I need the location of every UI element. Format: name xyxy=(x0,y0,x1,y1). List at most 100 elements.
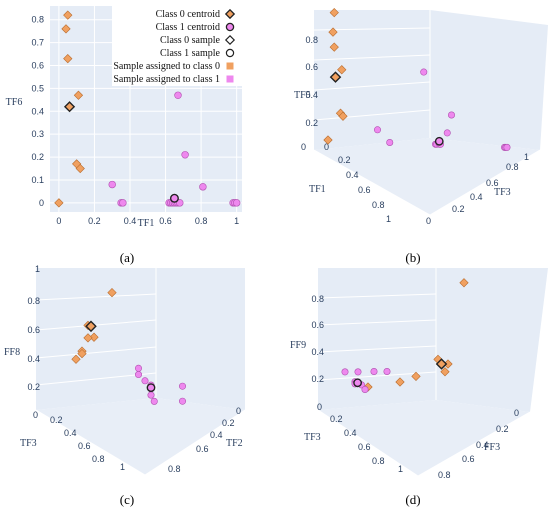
panel-b-ztick: 0.6 xyxy=(305,62,318,72)
class1-sample-point xyxy=(370,367,378,375)
panel-d-xtick: 0.4 xyxy=(476,440,489,450)
panel-c-xtick: 0.8 xyxy=(168,464,181,474)
class0-sample-point xyxy=(63,10,73,20)
legend-entry-label: Class 1 centroid xyxy=(156,22,220,33)
class0-sample-point xyxy=(61,24,71,34)
panel-b-ytick: 0 xyxy=(426,216,431,226)
class1-sample-point xyxy=(373,126,381,134)
class1-centroid-point xyxy=(146,383,156,392)
panel-a-ytick: 0 xyxy=(39,198,44,208)
class1-sample-point xyxy=(199,183,207,191)
panel-c-zlabel: FF8 xyxy=(4,347,20,358)
class1-sample-point xyxy=(135,371,143,379)
class1-sample-point xyxy=(503,143,511,151)
panel-a-xtick: 0.6 xyxy=(159,216,172,226)
panel-d-label: (d) xyxy=(405,492,420,507)
panel-d-xlabel: FF3 xyxy=(484,442,500,453)
panel-b-xtick: 0.4 xyxy=(346,170,359,180)
class0-sample-point xyxy=(395,377,405,387)
class0-sample-point xyxy=(440,367,450,377)
class0-sample-point xyxy=(63,54,73,64)
panel-c-sidewall xyxy=(156,268,245,410)
panel-d-xtick: 0 xyxy=(514,408,519,418)
panel-b-xtick: 0 xyxy=(324,142,329,152)
panel-d-ylabel: TF3 xyxy=(304,432,321,443)
class1-sample-point xyxy=(141,377,149,385)
panel-c-ytick: 1 xyxy=(120,462,125,472)
legend-class1-centroid-symbol xyxy=(225,22,235,32)
panel-a-xtick: 0 xyxy=(56,216,61,226)
panel-b-zlabel: TF5 xyxy=(294,90,311,101)
panel-c-ztick: 1 xyxy=(35,264,40,274)
panel-a-ytick: 0.8 xyxy=(31,15,44,25)
panel-b-xtick: 0.2 xyxy=(338,155,351,165)
panel-c: 0 0.2 0.4 0.6 0.8 1 0.2 0.4 0.6 0.8 1 0.… xyxy=(4,264,246,507)
class1-sample-point xyxy=(108,180,116,189)
class0-sample-point xyxy=(329,42,339,52)
class1-centroid-point xyxy=(434,136,444,146)
class1-sample-point xyxy=(383,367,391,375)
class0-sample-point xyxy=(75,163,85,174)
class1-sample-point xyxy=(361,385,369,393)
panel-a-ylabel: TF6 xyxy=(6,97,23,108)
legend: Class 0 centroid Class 1 centroid Class 0 … xyxy=(112,6,242,86)
class1-sample-point xyxy=(386,139,394,147)
panel-d: 0 0.2 0.4 0.6 0.8 0.2 0.4 0.6 0.8 1 0.8 … xyxy=(290,268,548,507)
panel-d-xtick: 0.8 xyxy=(438,470,451,480)
panel-d-ytick: 1 xyxy=(398,464,403,474)
class0-sample-point xyxy=(89,332,99,342)
panel-b-ytick: 0.8 xyxy=(506,162,519,172)
panel-a-xtick: 0.8 xyxy=(195,216,208,226)
legend-entry-label: Class 1 sample xyxy=(160,48,221,59)
class0-sample-point xyxy=(54,198,64,208)
class0-sample-point xyxy=(323,135,333,145)
class1-sample-point xyxy=(354,368,362,376)
panel-c-xtick: 0.4 xyxy=(210,430,223,440)
panel-d-xtick: 0.2 xyxy=(496,424,509,434)
class0-centroid-point xyxy=(85,320,97,333)
panel-c-ztick: 0.4 xyxy=(27,354,40,364)
panel-a-ytick: 0.3 xyxy=(31,129,44,139)
panel-c-label: (c) xyxy=(120,492,134,507)
panel-c-xtick: 0.6 xyxy=(196,444,209,454)
legend-box xyxy=(112,6,242,86)
class1-centroid-point xyxy=(353,378,362,388)
panel-a-ytick: 0.4 xyxy=(31,106,44,116)
panel-a-xtick: 0.2 xyxy=(88,216,101,226)
panel-d-ytick: 0.4 xyxy=(344,428,357,438)
class1-sample-point xyxy=(341,368,349,376)
panel-b-xtick: 0.6 xyxy=(358,185,371,195)
panel-b-xtick: 1 xyxy=(386,214,391,224)
panel-d-zlabel: FF9 xyxy=(290,340,306,351)
class0-sample-point xyxy=(337,65,347,75)
panel-c-ytick: 0.4 xyxy=(64,428,77,438)
panel-b-ytick: 0.4 xyxy=(470,192,483,202)
panel-a-xtick: 1 xyxy=(234,216,239,226)
panel-b-floor xyxy=(314,138,540,215)
legend-entry-label: Class 0 sample xyxy=(160,35,221,46)
panel-b-sidewall xyxy=(430,10,548,150)
panel-d-floor xyxy=(318,400,530,476)
panel-a-ytick: 0.6 xyxy=(31,61,44,71)
panel-a-label: (a) xyxy=(120,250,134,265)
class0-sample-point xyxy=(411,371,421,381)
legend-class0-sample-symbol xyxy=(224,34,236,46)
panel-d-backwall xyxy=(318,268,436,410)
panel-b-ytick: 0.6 xyxy=(486,178,499,188)
panel-d-ytick: 0.2 xyxy=(330,414,343,424)
class1-sample-point xyxy=(135,364,143,372)
class1-sample-point xyxy=(179,382,187,390)
class0-sample-point xyxy=(459,278,469,288)
panel-d-ztick: 0 xyxy=(317,402,322,412)
panel-d-ytick: 0.8 xyxy=(372,456,385,466)
class1-sample-point xyxy=(232,199,241,207)
panel-b-xlabel: TF1 xyxy=(309,184,326,195)
panel-d-ztick: 0.2 xyxy=(311,374,324,384)
legend-entry-label: Sample assigned to class 1 xyxy=(113,74,220,85)
panel-b-ztick: 0.8 xyxy=(305,35,318,45)
legend-assigned-class1-symbol xyxy=(226,75,234,83)
class0-sample-point xyxy=(338,111,348,121)
panel-c-xtick: 0 xyxy=(236,406,241,416)
class1-sample-point xyxy=(150,397,158,405)
panel-b-ytick: 0.2 xyxy=(452,204,465,214)
